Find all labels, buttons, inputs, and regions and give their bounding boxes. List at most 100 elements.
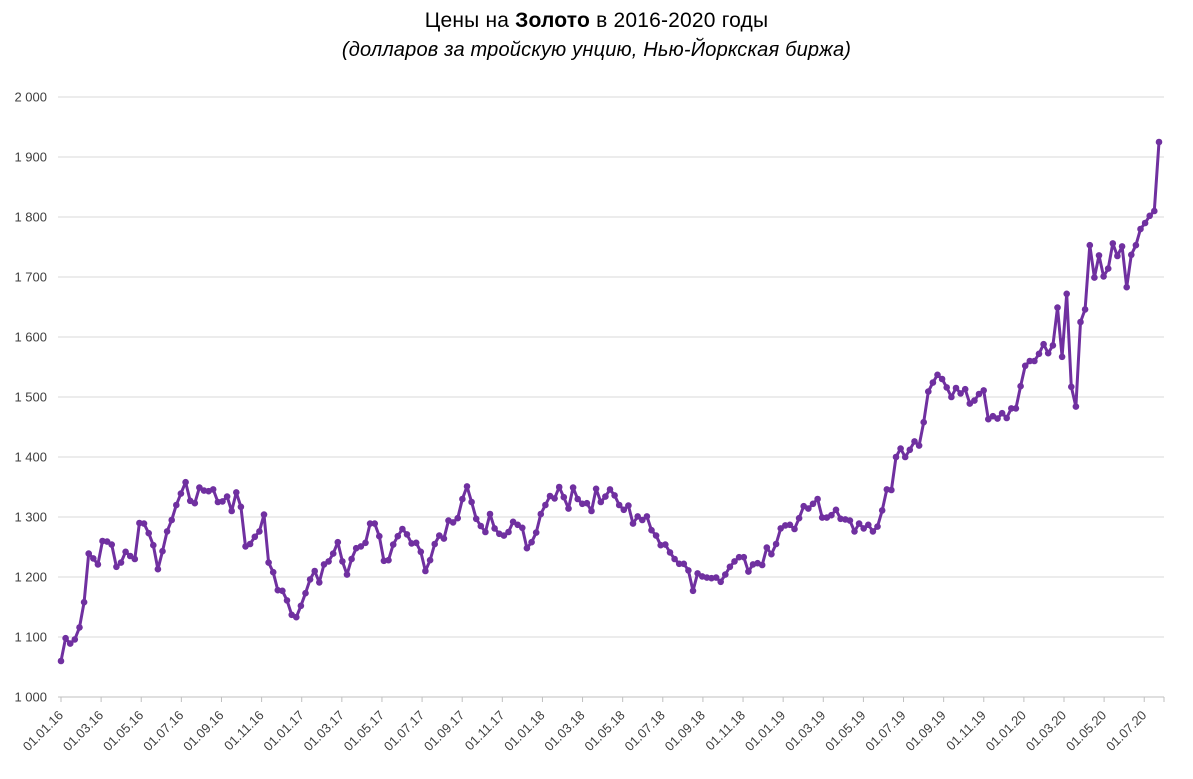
data-point-marker	[666, 549, 674, 556]
data-point-marker	[565, 505, 572, 512]
data-point-marker	[1095, 252, 1103, 259]
data-point-marker	[348, 555, 355, 563]
data-point-marker	[1068, 383, 1075, 391]
y-axis-tick-label: 1 100	[14, 630, 47, 645]
x-axis-tick-label: 01.03.18	[541, 708, 587, 754]
data-point-marker	[1008, 405, 1015, 412]
data-point-marker	[551, 495, 558, 502]
x-axis-labels: 01.01.1601.03.1601.05.1601.07.1601.09.16…	[20, 708, 1150, 754]
data-point-marker	[975, 390, 983, 398]
data-point-marker	[597, 498, 605, 506]
data-point-marker	[828, 511, 835, 519]
data-point-marker	[85, 550, 92, 557]
data-point-marker	[71, 636, 79, 643]
data-point-marker	[454, 514, 462, 522]
data-point-marker	[1132, 241, 1140, 249]
y-axis-tick-label: 1 700	[14, 270, 47, 285]
data-point-marker	[745, 568, 752, 575]
data-point-marker	[191, 499, 199, 507]
x-axis-tick-label: 01.11.17	[462, 708, 508, 754]
data-point-marker	[639, 516, 646, 524]
data-point-marker	[846, 517, 854, 524]
data-point-marker	[486, 510, 494, 518]
data-point-marker	[362, 539, 369, 547]
data-point-marker	[620, 506, 628, 514]
data-point-marker	[615, 501, 623, 509]
data-point-marker	[735, 553, 743, 561]
data-point-marker	[459, 495, 466, 503]
data-point-marker	[412, 539, 420, 547]
data-point-marker	[1044, 349, 1052, 357]
data-point-marker	[366, 520, 374, 527]
data-point-marker	[417, 548, 425, 556]
data-point-marker	[159, 547, 166, 555]
data-point-marker	[952, 384, 960, 392]
data-point-marker	[542, 501, 549, 509]
data-point-marker	[685, 567, 692, 574]
y-axis-labels: 1 000 1 100 1 200 1 300 1 400 1 500 1 600 1 700…	[14, 90, 47, 705]
data-point-marker	[113, 563, 120, 571]
data-point-marker	[477, 522, 485, 530]
data-point-marker	[385, 556, 392, 564]
data-point-marker	[1026, 357, 1034, 365]
data-point-marker	[1081, 306, 1089, 313]
data-point-marker	[795, 514, 803, 522]
data-point-marker	[971, 397, 978, 404]
data-point-marker	[1100, 273, 1107, 280]
data-point-marker	[472, 515, 480, 523]
data-point-marker	[468, 498, 475, 506]
data-point-marker	[731, 558, 738, 565]
data-point-marker	[643, 513, 651, 520]
data-point-marker	[611, 492, 618, 499]
x-axis-tick-label: 01.11.19	[943, 708, 989, 754]
data-point-marker	[1017, 382, 1024, 390]
data-point-marker	[943, 384, 950, 391]
data-point-marker	[957, 390, 964, 397]
data-point-marker	[228, 507, 235, 515]
x-axis-tick-label: 01.03.20	[1023, 708, 1069, 754]
data-point-marker	[906, 446, 914, 454]
x-axis-tick-label: 01.05.20	[1063, 708, 1109, 754]
x-axis-tick-label: 01.09.19	[902, 708, 948, 754]
data-point-marker	[426, 556, 434, 564]
data-point-marker	[938, 375, 946, 383]
data-point-marker	[329, 550, 337, 557]
data-point-marker	[389, 541, 397, 548]
data-point-marker	[1109, 240, 1117, 247]
data-point-marker	[154, 565, 162, 573]
data-point-marker	[1035, 350, 1043, 358]
data-point-marker	[901, 453, 909, 461]
data-point-marker	[256, 528, 263, 535]
x-axis-tick-label: 01.01.16	[20, 708, 66, 754]
x-axis-tick-label: 01.09.16	[180, 708, 226, 754]
data-point-marker	[150, 541, 157, 549]
data-point-marker	[592, 485, 600, 493]
data-point-marker	[855, 520, 863, 527]
data-point-marker	[911, 438, 918, 445]
y-axis-tick-label: 1 300	[14, 510, 47, 525]
data-point-marker	[1031, 357, 1038, 365]
data-point-marker	[219, 498, 226, 505]
data-point-marker	[832, 506, 840, 514]
x-axis-tick-label: 01.03.19	[782, 708, 828, 754]
data-point-marker	[302, 589, 309, 597]
chart-title-bold: Золото	[515, 9, 591, 32]
data-point-marker	[920, 418, 927, 426]
data-point-marker	[163, 528, 171, 535]
data-point-marker	[140, 520, 148, 527]
data-point-marker	[961, 385, 969, 393]
data-point-marker	[865, 521, 872, 529]
data-point-marker	[440, 535, 448, 542]
x-axis-tick-label: 01.07.16	[140, 708, 186, 754]
data-point-marker	[726, 563, 734, 571]
data-point-marker	[117, 559, 125, 566]
data-point-marker	[892, 453, 900, 461]
data-point-marker	[680, 560, 688, 568]
data-point-marker	[265, 559, 272, 566]
data-point-marker	[740, 553, 748, 561]
data-point-marker	[76, 624, 83, 631]
x-axis-tick-label: 01.01.17	[260, 708, 306, 754]
data-point-marker	[722, 571, 729, 578]
data-point-marker	[1086, 241, 1094, 249]
